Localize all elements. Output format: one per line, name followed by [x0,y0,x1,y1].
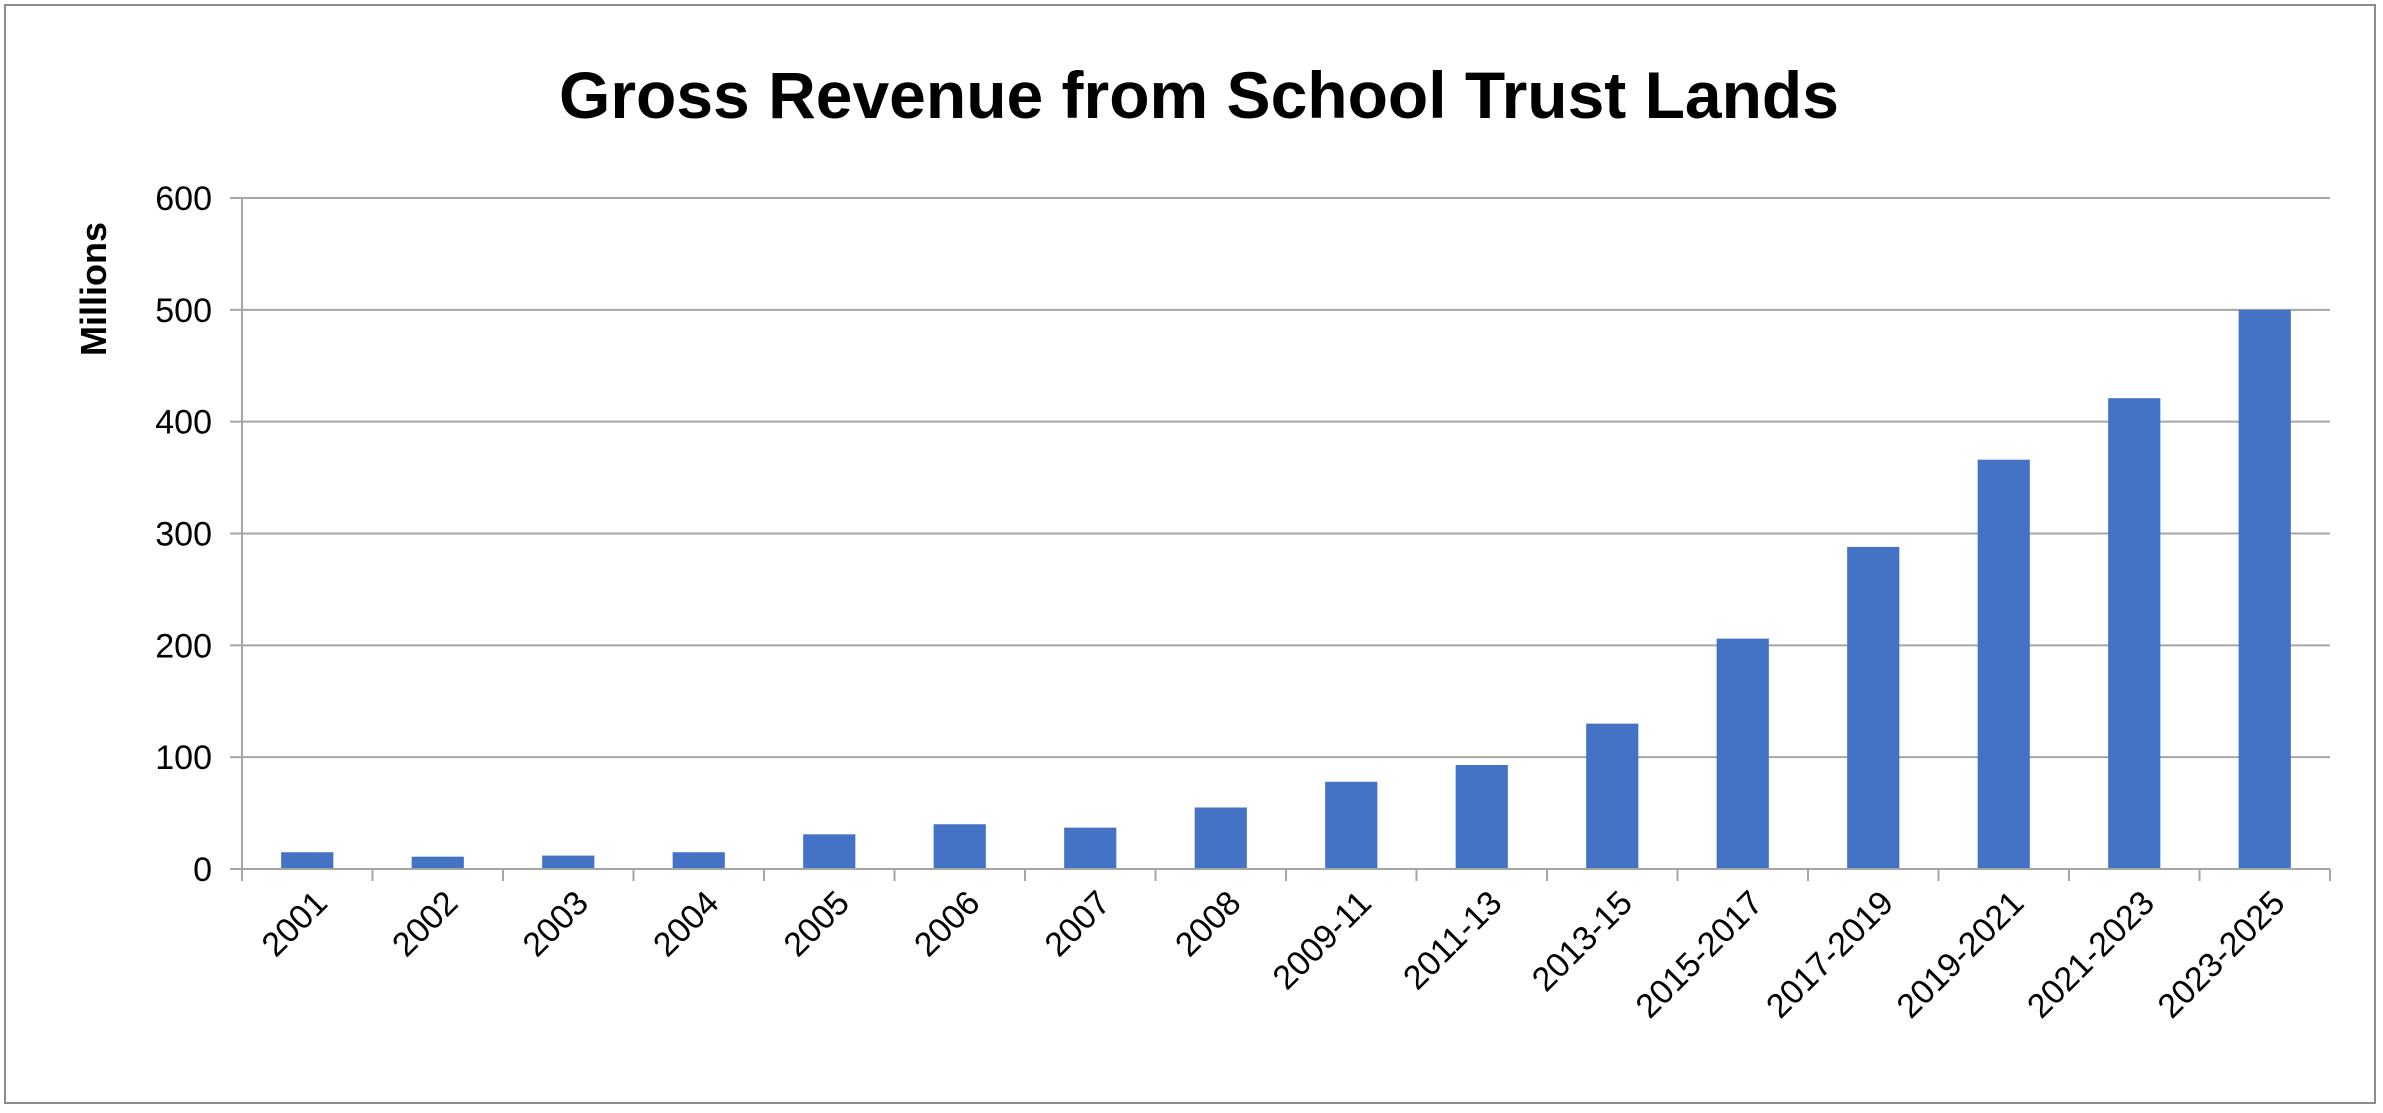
bar-2005 [803,834,856,869]
x-tick-label: 2019-2021 [1890,884,2032,1026]
x-tick-label: 2002 [385,884,465,964]
chart-frame: Gross Revenue from School Trust Lands Mi… [4,4,2376,1104]
x-tick-label: 2004 [646,884,726,964]
x-tick-label: 2023-2025 [2151,884,2293,1026]
x-tick-label: 2013-15 [1525,884,1640,999]
bar-2007 [1064,827,1117,869]
bar-2021-2023 [2108,398,2161,869]
bar-2004 [672,852,725,869]
x-tick-label: 2007 [1038,884,1118,964]
y-tick-label: 400 [155,404,212,442]
bar-2019-2021 [1977,459,2030,869]
bar-2006 [933,824,986,869]
bar-2011-13 [1455,764,1508,869]
bar-2013-15 [1586,723,1639,869]
x-tick-label: 2017-2019 [1759,884,1901,1026]
x-tick-label: 2015-2017 [1629,884,1771,1026]
bar-2023-2025 [2238,309,2291,869]
x-axis-ticks: 2001 2002 2003 2004 2005 2006 2007 2008 2009-11 2… [255,884,2293,1026]
bar-2009-11 [1325,781,1378,869]
y-tick-label: 100 [155,739,212,777]
bar-2008 [1194,807,1247,869]
bar-2015-2017 [1716,638,1769,869]
y-tick-label: 500 [155,292,212,330]
bar-2003 [542,855,595,869]
bars [281,309,2291,869]
y-tick-label: 300 [155,516,212,554]
y-tick-label: 0 [193,851,212,889]
x-tick-label: 2011-13 [1396,884,1509,997]
x-tick-label: 2021-2023 [2020,884,2162,1026]
x-tick-label: 2005 [777,884,857,964]
bar-2001 [281,852,334,869]
x-tick-label: 2009-11 [1266,884,1379,997]
y-axis-label: Millions [73,222,114,356]
y-tick-label: 600 [155,180,212,218]
x-tick-label: 2003 [516,884,596,964]
y-tick-label: 200 [155,627,212,665]
bar-chart: Gross Revenue from School Trust Lands Mi… [73,58,2331,1026]
axes [241,198,2331,881]
x-tick-label: 2008 [1168,884,1248,964]
bar-2017-2019 [1847,546,1900,869]
x-tick-label: 2006 [907,884,987,964]
bar-2002 [411,856,464,869]
x-tick-label: 2001 [255,884,335,964]
y-axis-ticks: 0 100 200 300 400 500 600 [155,180,242,889]
chart-title: Gross Revenue from School Trust Lands [559,58,1839,132]
